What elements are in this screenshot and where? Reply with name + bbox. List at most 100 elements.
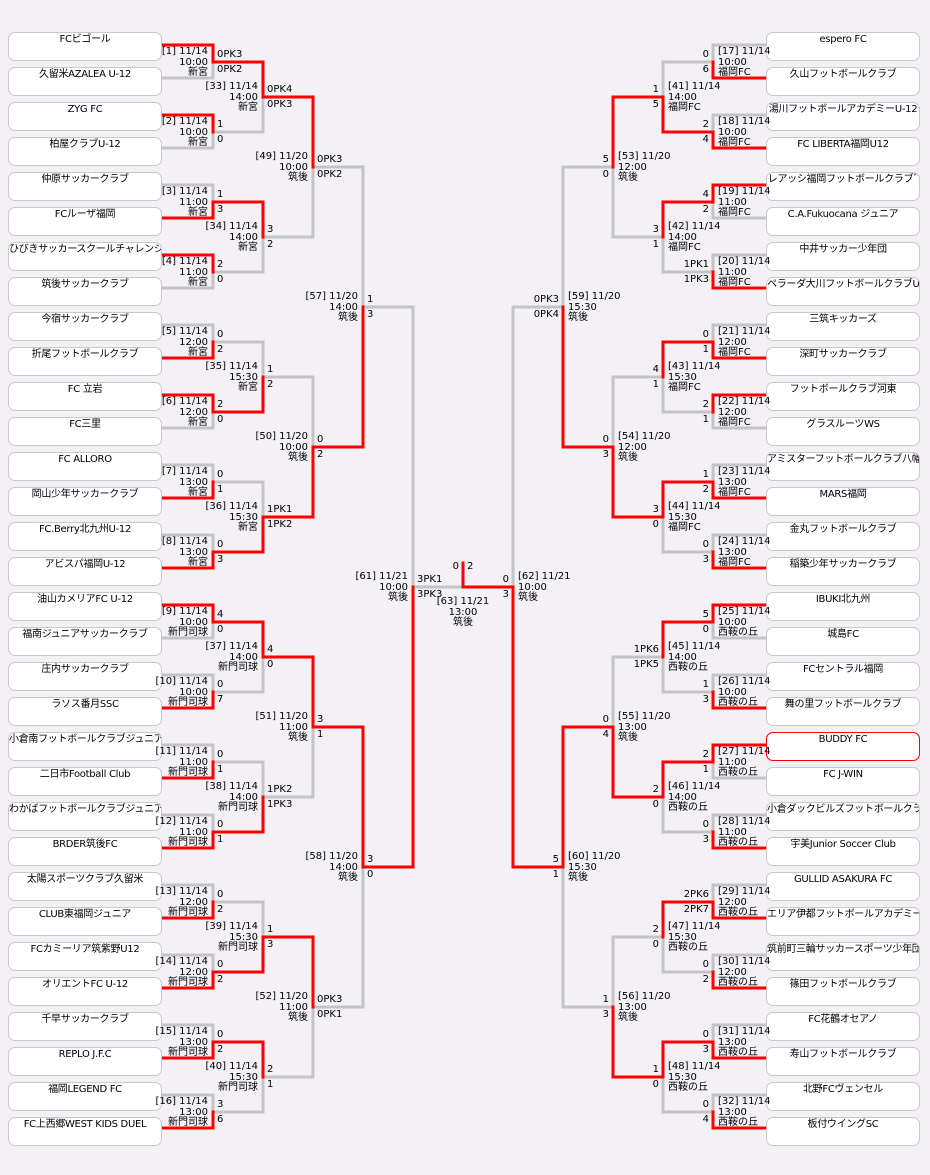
bracket-line-bottom: [711, 620, 768, 640]
team-box: レアッシ福岡フットボールクラブﾞ: [766, 172, 920, 201]
match-number-date: [56] 11/20: [618, 991, 671, 1003]
match-info: [12] 11/14 11:00 新門司球: [155, 816, 208, 849]
score: 2: [217, 344, 224, 355]
bracket-line-bottom: [211, 655, 265, 694]
match-info: [1] 11/14 10:00 新宮: [162, 46, 208, 79]
match-number: [27]: [718, 746, 739, 757]
match-time: 14:00: [668, 91, 697, 103]
match-time: 15:30: [229, 931, 258, 943]
score: 3: [217, 1099, 224, 1110]
match-number-date: [3] 11/14: [162, 186, 208, 198]
team-box: 篠田フットボールクラブ: [766, 977, 920, 1006]
score: 0: [652, 939, 659, 950]
team-box: MARS福岡: [766, 487, 920, 516]
team-box: ZYG FC: [8, 102, 162, 131]
match-number: [20]: [718, 256, 739, 267]
team-box: REPLO J.F.C: [8, 1047, 162, 1076]
match-number: [55]: [618, 711, 639, 722]
score: 1: [552, 869, 559, 880]
team-name: グラスルーツWS: [806, 419, 880, 430]
match-info: [34] 11/14 14:00 新宮: [205, 221, 258, 254]
bracket-line-top: [711, 953, 768, 974]
match-time: 10:00: [718, 616, 747, 628]
score: 2: [702, 749, 709, 760]
bracket-line-bottom: [511, 585, 565, 869]
match-number-date: [28] 11/14: [718, 816, 771, 828]
match-number-date: [19] 11/14: [718, 186, 771, 198]
match-info: [36] 11/14 15:30 新宮: [205, 501, 258, 534]
match-number: [43]: [668, 361, 689, 372]
match-number: [57]: [305, 291, 326, 302]
match-number-date: [46] 11/14: [668, 781, 721, 793]
match-number-date: [25] 11/14: [718, 606, 771, 618]
match-date: 11/20: [641, 991, 671, 1002]
team-box: 金丸フットボールクラブ: [766, 522, 920, 551]
match-date: 11/20: [279, 151, 308, 162]
score: 0: [702, 819, 709, 830]
bracket-line-top: [711, 1093, 768, 1114]
bracket-line-top: [311, 165, 365, 309]
team-name: エリア伊都フットボールアカデミーU-12: [767, 909, 919, 920]
bracket-line-bottom: [160, 970, 215, 990]
match-time: 10:00: [718, 56, 747, 68]
team-box: FCカミーリア筑紫野U12: [8, 942, 162, 971]
match-date: 11/14: [691, 221, 721, 232]
match-date: 11/14: [229, 921, 258, 932]
match-info: [11] 11/14 11:00 新門司球: [155, 746, 208, 779]
match-date: 11/20: [279, 711, 308, 722]
bracket-line-bottom: [661, 235, 715, 274]
match-number: [23]: [718, 466, 739, 477]
match-time: 11:00: [718, 756, 747, 768]
match-number-date: [26] 11/14: [718, 676, 771, 688]
team-name: 筑後サッカークラブ: [41, 279, 129, 290]
match-venue: 新門司球: [218, 802, 258, 813]
bracket-line-bottom: [160, 620, 215, 640]
match-number: [47]: [668, 921, 689, 932]
score: 1: [267, 1079, 274, 1090]
score: 0: [217, 959, 224, 970]
match-info: [24] 11/14 13:00 福岡FC: [718, 536, 771, 569]
match-date: 11/14: [741, 1026, 771, 1037]
match-time: 13:00: [718, 476, 747, 488]
score: 2PK6: [683, 889, 709, 900]
bracket-line-top: [661, 480, 715, 519]
match-venue: 新宮: [238, 522, 258, 533]
bracket-line-top: [711, 183, 768, 204]
team-box: 小倉ダックビルズフットボールクラブ: [766, 802, 920, 831]
match-date: 11/14: [179, 536, 208, 547]
match-number: [5]: [161, 326, 176, 337]
bracket-line-bottom: [711, 60, 768, 80]
match-venue: 西鞍の丘: [668, 802, 708, 813]
team-name: 城島FC: [827, 629, 859, 640]
match-time: 10:00: [518, 581, 547, 593]
match-time: 14:00: [229, 651, 258, 663]
team-name: レアッシ福岡フットボールクラブﾞ: [767, 174, 919, 185]
bracket-line-top: [611, 655, 665, 729]
team-box: CLUB東福岡ジュニア: [8, 907, 162, 936]
match-date: 11/14: [741, 886, 771, 897]
match-number: [33]: [205, 81, 226, 92]
team-box: FCセントラル福岡: [766, 662, 920, 691]
match-time: 14:00: [229, 91, 258, 103]
score: 2: [702, 484, 709, 495]
match-number: [38]: [205, 781, 226, 792]
bracket-line-bottom: [160, 900, 215, 920]
bracket-line-bottom: [711, 760, 768, 780]
score: 0PK4: [267, 84, 293, 95]
team-box: 千早サッカークラブ: [8, 1012, 162, 1041]
score: 2PK7: [683, 904, 709, 915]
match-number: [60]: [568, 851, 589, 862]
match-time: 10:00: [179, 616, 208, 628]
bracket-line-bottom: [661, 1075, 715, 1114]
match-info: [45] 11/14 14:00 西鞍の丘: [668, 641, 721, 674]
score: 1: [267, 924, 274, 935]
score: 0: [602, 434, 609, 445]
score: 0PK3: [533, 294, 559, 305]
match-time: 15:30: [568, 301, 597, 313]
score: 0: [217, 414, 224, 425]
score: 1: [702, 344, 709, 355]
team-box: 寿山フットボールクラブ: [766, 1047, 920, 1076]
score: 3: [602, 1009, 609, 1020]
match-date: 11/14: [741, 1096, 771, 1107]
